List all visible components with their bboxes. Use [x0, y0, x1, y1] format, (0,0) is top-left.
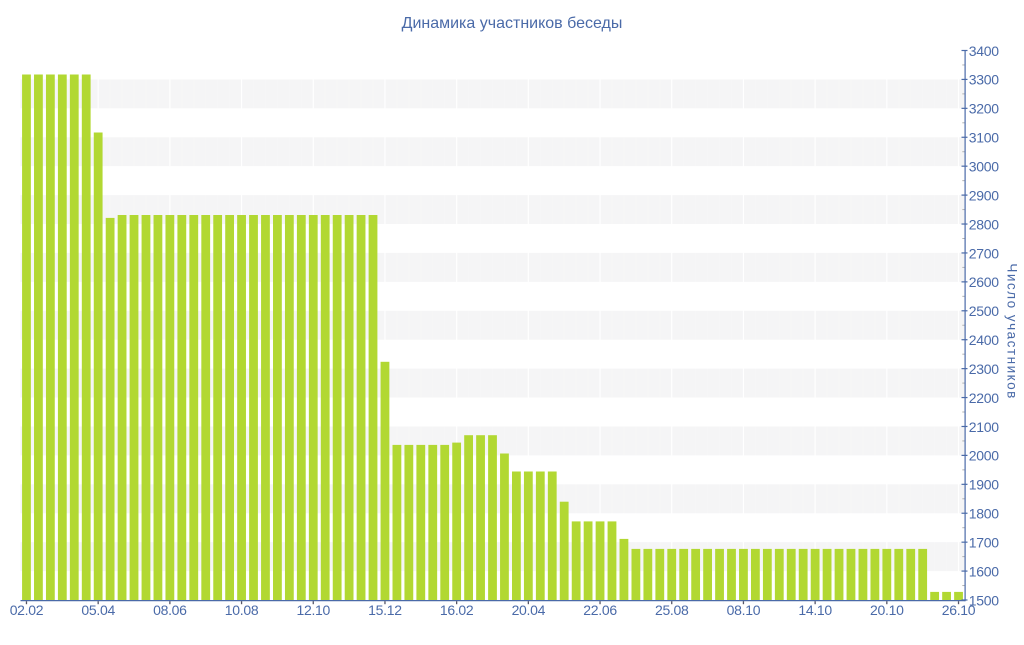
svg-text:08.10: 08.10: [727, 602, 761, 618]
svg-text:1600: 1600: [969, 563, 999, 579]
svg-text:3300: 3300: [969, 72, 999, 88]
svg-text:2200: 2200: [969, 390, 999, 406]
svg-text:3200: 3200: [969, 101, 999, 117]
svg-text:3400: 3400: [969, 43, 999, 59]
svg-text:Число участников: Число участников: [1005, 263, 1020, 400]
svg-text:2900: 2900: [969, 187, 999, 203]
svg-text:2400: 2400: [969, 332, 999, 348]
svg-text:15.12: 15.12: [368, 602, 402, 618]
svg-text:1900: 1900: [969, 477, 999, 493]
svg-text:20.10: 20.10: [870, 602, 904, 618]
svg-text:2100: 2100: [969, 419, 999, 435]
svg-text:2300: 2300: [969, 361, 999, 377]
svg-text:1800: 1800: [969, 506, 999, 522]
svg-text:1700: 1700: [969, 534, 999, 550]
svg-text:2600: 2600: [969, 274, 999, 290]
svg-text:2800: 2800: [969, 216, 999, 232]
svg-text:Динамика участников беседы: Динамика участников беседы: [402, 15, 623, 32]
svg-text:3000: 3000: [969, 158, 999, 174]
svg-text:3100: 3100: [969, 130, 999, 146]
svg-text:2700: 2700: [969, 245, 999, 261]
svg-text:2500: 2500: [969, 303, 999, 319]
svg-text:2000: 2000: [969, 448, 999, 464]
svg-text:10.08: 10.08: [225, 602, 259, 618]
svg-text:26.10: 26.10: [942, 602, 976, 618]
svg-text:02.02: 02.02: [10, 602, 44, 618]
svg-text:08.06: 08.06: [153, 602, 187, 618]
svg-text:12.10: 12.10: [296, 602, 330, 618]
svg-text:25.08: 25.08: [655, 602, 689, 618]
svg-text:22.06: 22.06: [583, 602, 617, 618]
svg-text:16.02: 16.02: [440, 602, 474, 618]
svg-text:1500: 1500: [969, 592, 999, 608]
svg-text:14.10: 14.10: [798, 602, 832, 618]
svg-text:05.04: 05.04: [81, 602, 115, 618]
svg-text:20.04: 20.04: [512, 602, 546, 618]
